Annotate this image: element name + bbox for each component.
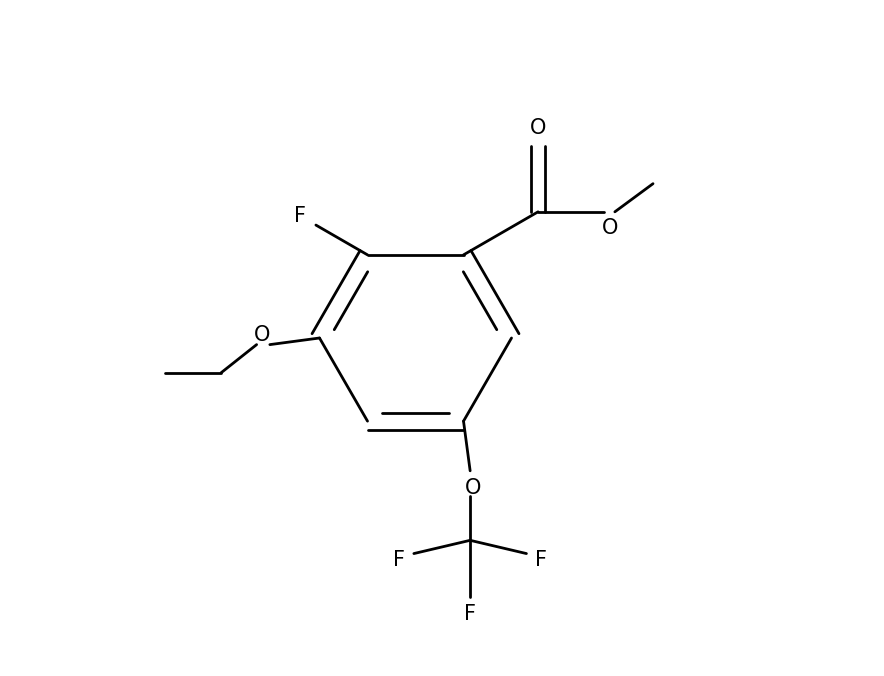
Text: O: O <box>601 218 618 239</box>
Text: F: F <box>535 550 547 570</box>
Text: O: O <box>254 325 271 345</box>
Text: O: O <box>465 478 482 498</box>
Text: F: F <box>464 604 476 625</box>
Text: F: F <box>294 206 306 226</box>
Text: F: F <box>393 550 405 570</box>
Text: O: O <box>530 118 546 138</box>
